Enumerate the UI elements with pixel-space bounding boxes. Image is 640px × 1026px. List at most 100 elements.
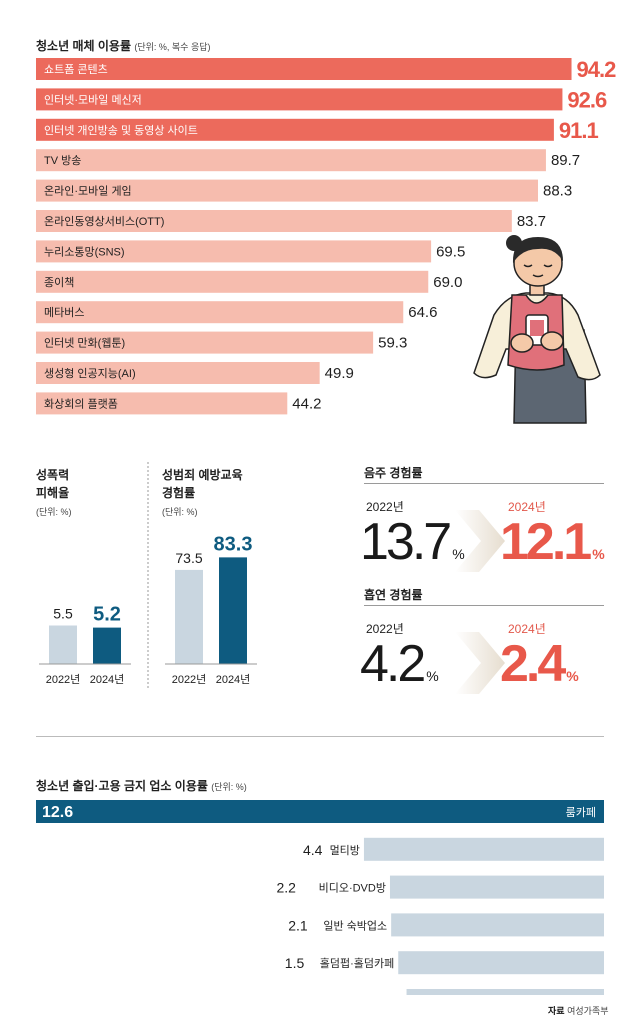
section-divider [36,736,604,737]
violence-bars-bar [93,627,121,664]
smoking-year-from: 2022년 [366,622,404,636]
drinking-year-to: 2024년 [508,500,546,514]
smoking-pct-2024: % [566,668,579,684]
smoking-rule [364,605,604,606]
media-bar [36,392,288,415]
media-bar-label: 생성형 인공지능(AI) [44,367,136,380]
violence-title: 성폭력 피해율 [36,466,69,502]
venue-bar-value: 1.5 [285,955,305,971]
venues-title-text: 청소년 출입·고용 금지 업소 이용률 [36,779,208,793]
venue-bar [36,800,604,823]
education-bars-value: 83.3 [214,533,253,555]
dotted-divider [147,462,149,690]
media-bar [36,179,538,202]
media-bar-value: 44.2 [292,395,321,412]
venue-bar-label: 멀티방 [330,844,360,857]
media-bar-label: 인터넷 만화(웹툰) [44,337,125,350]
media-usage-title: 청소년 매체 이용률 (단위: %, 복수 응답) [36,37,211,54]
media-bar-value: 69.5 [436,243,465,260]
education-bars-year: 2022년 [172,673,207,686]
media-bar-value: 64.6 [408,304,437,321]
venue-bar-label: 비디오·DVD방 [319,882,386,895]
violence-chart: 5.5 2022년 5.2 2024년 [39,604,131,686]
education-unit: (단위: %) [162,507,198,517]
venue-bar-value: 2.1 [288,917,308,933]
media-bar-label: 인터넷·모바일 메신저 [44,92,142,106]
media-bar-value: 89.7 [551,152,580,169]
drinking-value-2022: 13.7% [360,516,465,580]
media-bar-label: 온라인·모바일 게임 [44,184,132,198]
media-usage-title-text: 청소년 매체 이용률 [36,39,131,53]
media-bar [36,210,512,232]
media-bar-label: 온라인동영상서비스(OTT) [44,215,164,228]
drinking-value-2024: 12.1% [500,516,605,580]
smoking-pct-2022: % [426,668,439,684]
venue-bar [398,951,604,975]
smoking-value-2024-num: 2.4 [500,635,566,693]
media-bar-value: 69.0 [433,274,462,291]
source-name: 여성가족부 [567,1006,609,1016]
venues-title: 청소년 출입·고용 금지 업소 이용률 (단위: %) [36,777,247,794]
source-note: 자료 여성가족부 [548,1004,608,1017]
media-bar-label: 인터넷 개인방송 및 동영상 사이트 [44,124,198,137]
smoking-title: 흡연 경험률 [364,588,423,602]
media-bar-value: 49.9 [325,365,354,382]
violence-bars-bar [49,625,77,664]
media-bar-label: 메타버스 [44,306,84,319]
violence-unit: (단위: %) [36,507,72,517]
venue-bar-value: 12.6 [42,804,73,821]
venue-bar [391,913,604,937]
girl-with-phone-illustration [473,235,601,424]
drinking-value-2022-num: 13.7 [360,513,452,571]
source-label: 자료 [548,1006,565,1016]
drinking-year-from: 2022년 [366,500,404,514]
drinking-rule [364,483,604,484]
media-bar-label: 화상회의 플랫폼 [44,397,118,410]
education-title-line2: 경험률 [162,486,196,500]
media-bar-label: TV 방송 [44,154,81,167]
media-usage-chart: 쇼트폼 콘텐츠 94.2 인터넷·모바일 메신저 92.6 인터넷 개인방송 및 동영상… [36,57,617,415]
drinking-title: 음주 경험률 [364,466,423,480]
drinking-value-2024-num: 12.1 [500,513,592,571]
education-title: 성범죄 예방교육 경험률 [162,466,243,502]
venue-bar [363,837,604,861]
violence-bars-year: 2024년 [90,673,125,686]
media-bar-value: 88.3 [543,183,572,200]
venue-bar [406,989,604,995]
education-bars-value: 73.5 [175,550,202,566]
venue-bar-label: 룸카페 [566,806,596,819]
media-bar-label: 누리소통망(SNS) [44,245,125,258]
venue-bar [389,875,604,899]
media-bar [36,58,572,80]
venues-unit: (단위: %) [211,782,247,792]
venue-bar-value: 0.8 [304,993,324,995]
violence-bars-value: 5.5 [53,606,73,622]
education-bars-bar [175,569,203,664]
media-usage-unit: (단위: %, 복수 응답) [134,42,211,52]
venue-bar-label: 홀덤펍·홀덤카페 [320,957,395,970]
smoking-year-to: 2024년 [508,622,546,636]
violence-bars-year: 2022년 [46,673,81,686]
education-title-line1: 성범죄 예방교육 [162,468,243,482]
education-chart: 73.5 2022년 83.3 2024년 [165,533,257,686]
media-bar [36,301,404,324]
violence-title-line2: 피해율 [36,486,70,500]
media-bar [36,240,432,263]
media-bar [36,88,563,111]
venue-bar-value: 2.2 [277,880,297,896]
violence-bars-value: 5.2 [93,604,121,626]
media-bar [36,149,546,172]
drinking-arrow-icon [455,510,505,572]
drinking-pct-2024: % [592,546,605,562]
media-bar-label: 종이책 [44,276,74,289]
smoking-value-2022-num: 4.2 [360,635,426,693]
media-bar [36,331,374,354]
media-bar-value: 94.2 [577,57,617,82]
media-bar-value: 59.3 [378,335,407,352]
venue-bar-label: 일반 숙박업소 [323,918,387,932]
drinking-pct-2022: % [452,546,465,562]
smoking-value-2024: 2.4% [500,638,579,702]
media-bar-value: 92.6 [567,87,607,112]
violence-title-line1: 성폭력 [36,468,70,482]
